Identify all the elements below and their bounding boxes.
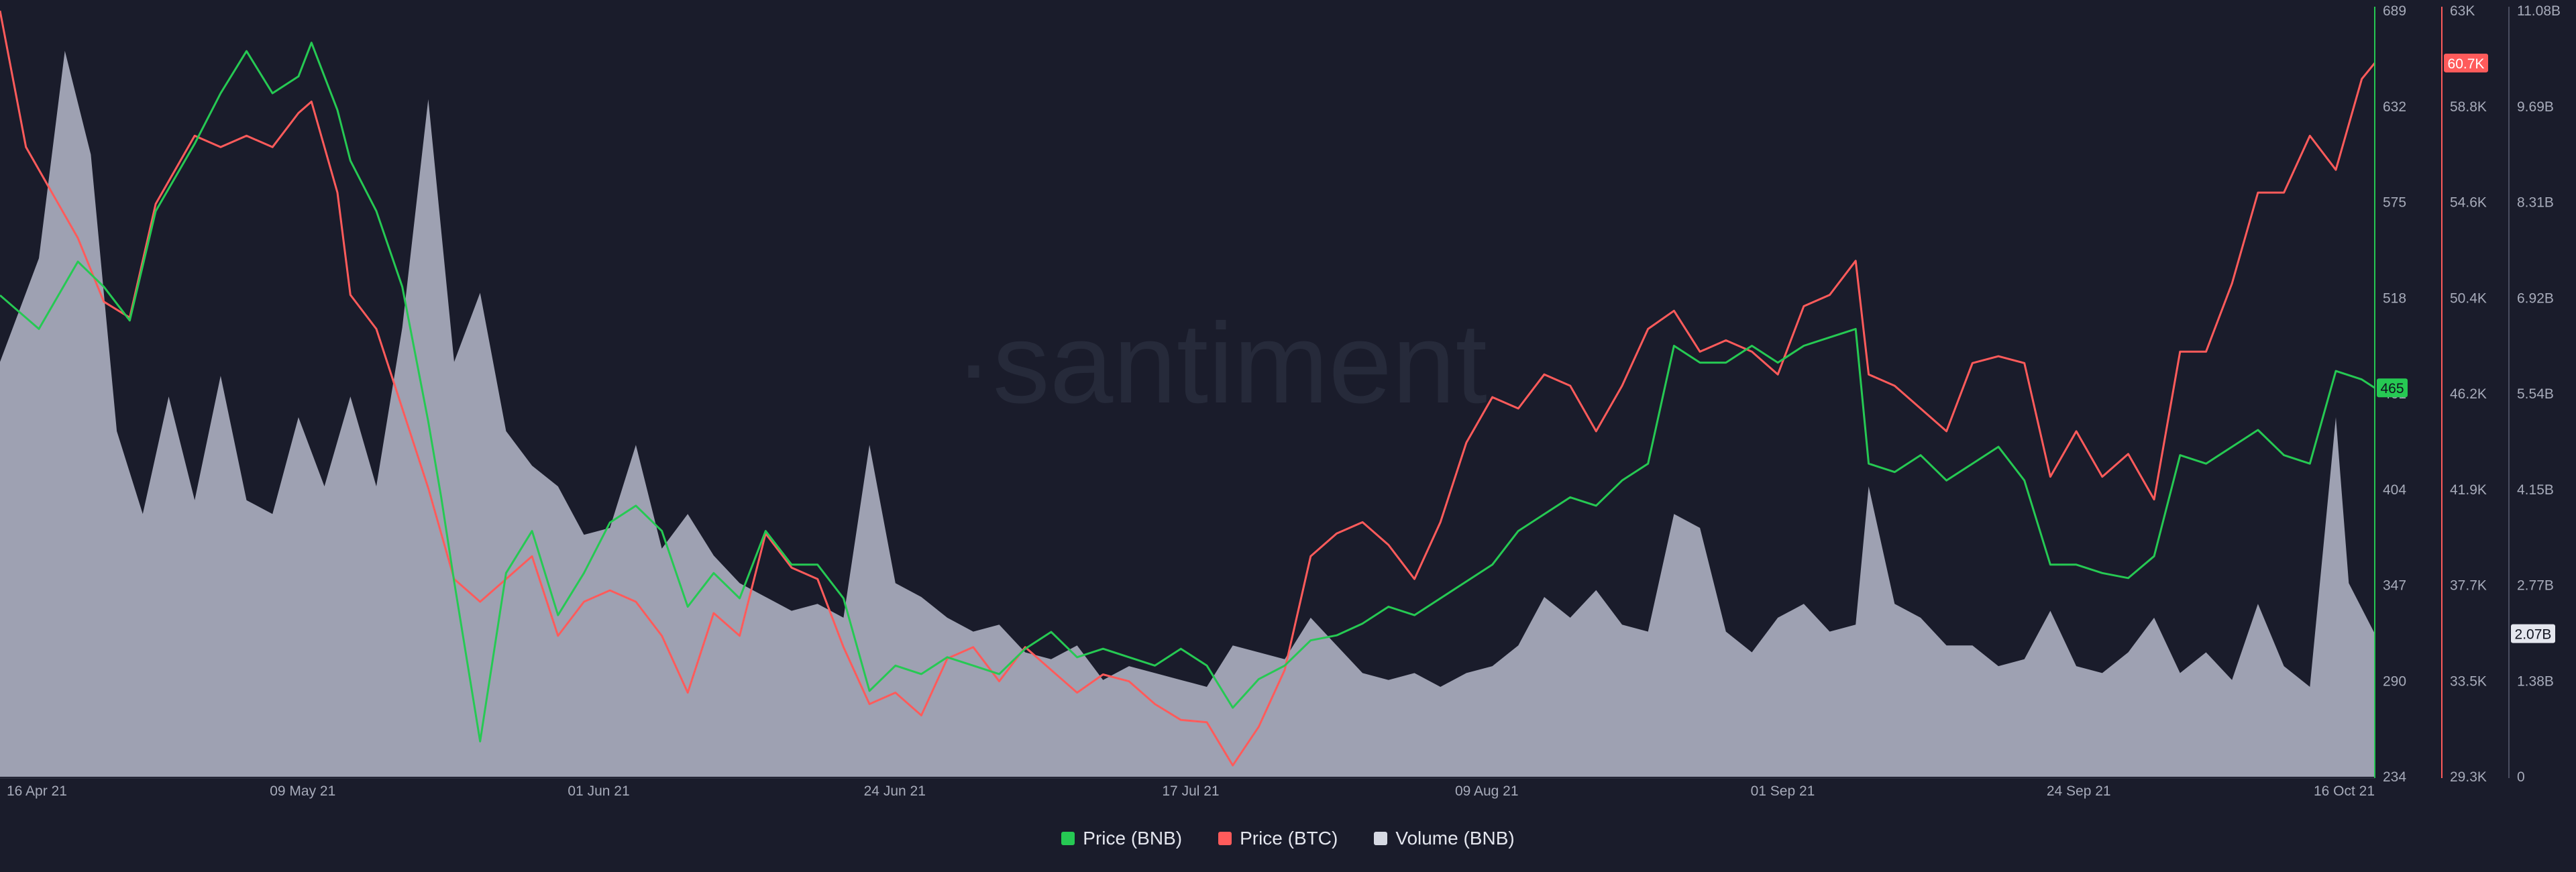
legend-label: Price (BTC)	[1240, 828, 1338, 849]
x-axis-tick: 09 May 21	[270, 783, 335, 799]
volume-axis-tick: 0	[2517, 769, 2525, 785]
volume-axis-tick: 11.08B	[2517, 3, 2561, 19]
bnb-axis-tick: 518	[2383, 290, 2406, 306]
btc-axis-tick: 46.2K	[2450, 386, 2487, 402]
x-axis-tick: 16 Oct 21	[2314, 783, 2375, 799]
bnb-axis-tick: 234	[2383, 769, 2406, 785]
btc-price-line	[0, 10, 2376, 767]
volume-axis-tick: 4.15B	[2517, 482, 2554, 498]
legend-item-bnb-price[interactable]: Price (BNB)	[1061, 828, 1182, 849]
bnb-axis-tick: 689	[2383, 3, 2406, 19]
santiment-watermark: ·santiment	[955, 300, 1487, 427]
legend-label: Volume (BNB)	[1395, 828, 1515, 849]
volume-area	[0, 50, 2375, 777]
bnb-axis-tick: 575	[2383, 195, 2406, 211]
bnb-current-value: 465	[2380, 381, 2404, 396]
bnb-price-layer	[0, 42, 2375, 743]
bnb-price-line	[0, 42, 2375, 743]
volume-axis-tick: 1.38B	[2517, 673, 2554, 689]
x-axis-tick: 09 Aug 21	[1455, 783, 1519, 799]
volume-axis-tick: 8.31B	[2517, 195, 2554, 211]
btc-axis-tick: 37.7K	[2450, 578, 2487, 594]
bnb-volume-swatch	[1374, 832, 1388, 845]
btc-current-badge	[2444, 53, 2488, 72]
btc-axis-tick: 29.3K	[2450, 769, 2487, 785]
volume-current-badge	[2511, 624, 2555, 643]
btc-axis-tick: 33.5K	[2450, 673, 2487, 689]
btc-axis-tick: 41.9K	[2450, 482, 2487, 498]
legend: Price (BNB) Price (BTC) Volume (BNB)	[0, 824, 2576, 853]
btc-current-value: 60.7K	[2448, 56, 2485, 72]
x-axis-tick: 24 Sep 21	[2047, 783, 2111, 799]
legend-item-bnb-volume[interactable]: Volume (BNB)	[1374, 828, 1515, 849]
btc-price-layer	[0, 10, 2376, 767]
bnb-current-badge	[2377, 378, 2408, 398]
volume-layer	[0, 50, 2375, 777]
x-axis-tick: 01 Jun 21	[568, 783, 629, 799]
bnb-axis-tick: 632	[2383, 99, 2406, 115]
x-axis-tick: 16 Apr 21	[7, 783, 67, 799]
bnb-axis-tick: 404	[2383, 482, 2406, 498]
bnb-axis-tick: 290	[2383, 673, 2406, 689]
btc-price-swatch	[1218, 832, 1232, 845]
x-axis-tick: 01 Sep 21	[1751, 783, 1815, 799]
volume-axis-tick: 6.92B	[2517, 290, 2554, 306]
bnb-axis-tick: 347	[2383, 578, 2406, 594]
legend-item-btc-price[interactable]: Price (BTC)	[1218, 828, 1338, 849]
volume-axis-tick: 5.54B	[2517, 386, 2554, 402]
volume-axis-tick: 2.77B	[2517, 578, 2554, 594]
bnb-price-swatch	[1061, 832, 1075, 845]
price-volume-chart: ·santiment 689 63K 11.08B 632 58.8K 9.69B 575 5…	[0, 3, 2561, 799]
volume-axis-tick: 9.69B	[2517, 99, 2554, 115]
axes-layer: 689 63K 11.08B 632 58.8K 9.69B 575 54.6K 8.31B 51…	[0, 3, 2561, 799]
btc-axis-tick: 58.8K	[2450, 99, 2487, 115]
legend-label: Price (BNB)	[1083, 828, 1183, 849]
volume-current-value: 2.07B	[2515, 627, 2552, 643]
btc-axis-tick: 54.6K	[2450, 195, 2487, 211]
x-axis-tick: 24 Jun 21	[864, 783, 926, 799]
btc-axis-tick: 63K	[2450, 3, 2475, 19]
x-axis-tick: 17 Jul 21	[1162, 783, 1219, 799]
btc-axis-tick: 50.4K	[2450, 290, 2487, 306]
